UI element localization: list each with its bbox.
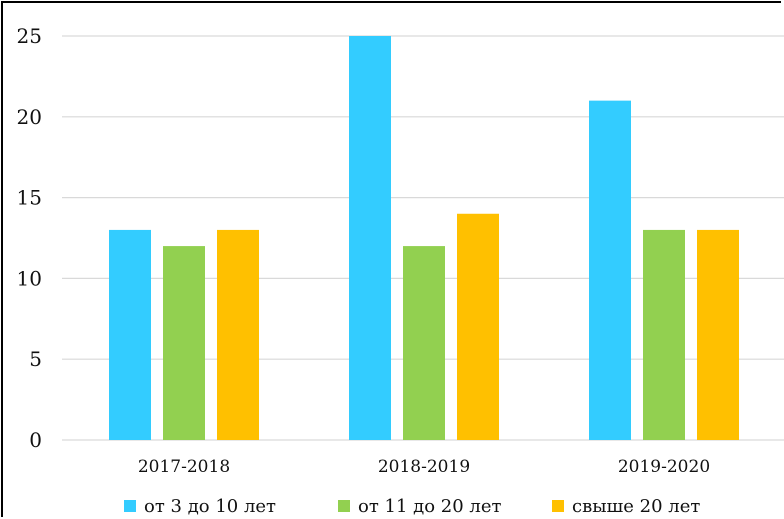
y-tick-label: 20 xyxy=(17,105,42,129)
bar xyxy=(403,246,445,440)
x-tick-label: 2017-2018 xyxy=(138,457,230,477)
bar xyxy=(589,100,631,440)
x-tick-label: 2018-2019 xyxy=(378,457,470,477)
legend-swatch xyxy=(124,500,136,512)
bar xyxy=(217,229,259,440)
bar xyxy=(697,229,739,440)
bar xyxy=(109,229,151,440)
y-tick-label: 10 xyxy=(17,266,42,290)
bar xyxy=(163,246,205,440)
legend-swatch xyxy=(552,500,564,512)
bar xyxy=(643,229,685,440)
legend-label: свыше 20 лет xyxy=(572,496,700,517)
legend: от 3 до 10 лет от 11 до 20 лет свыше 20 ле… xyxy=(124,496,700,517)
y-tick-label: 25 xyxy=(17,24,42,48)
y-tick-label: 0 xyxy=(29,428,42,452)
legend-label: от 11 до 20 лет xyxy=(358,496,501,517)
bars xyxy=(109,36,739,440)
legend-label: от 3 до 10 лет xyxy=(144,496,276,517)
x-axis-labels: 2017-2018 2018-2019 2019-2020 xyxy=(138,457,710,477)
bar xyxy=(349,36,391,440)
y-tick-label: 15 xyxy=(17,186,42,210)
bar xyxy=(457,213,499,440)
y-axis-ticks: 0 5 10 15 20 25 xyxy=(17,24,42,452)
legend-swatch xyxy=(338,500,350,512)
y-tick-label: 5 xyxy=(29,347,42,371)
x-tick-label: 2019-2020 xyxy=(618,457,710,477)
